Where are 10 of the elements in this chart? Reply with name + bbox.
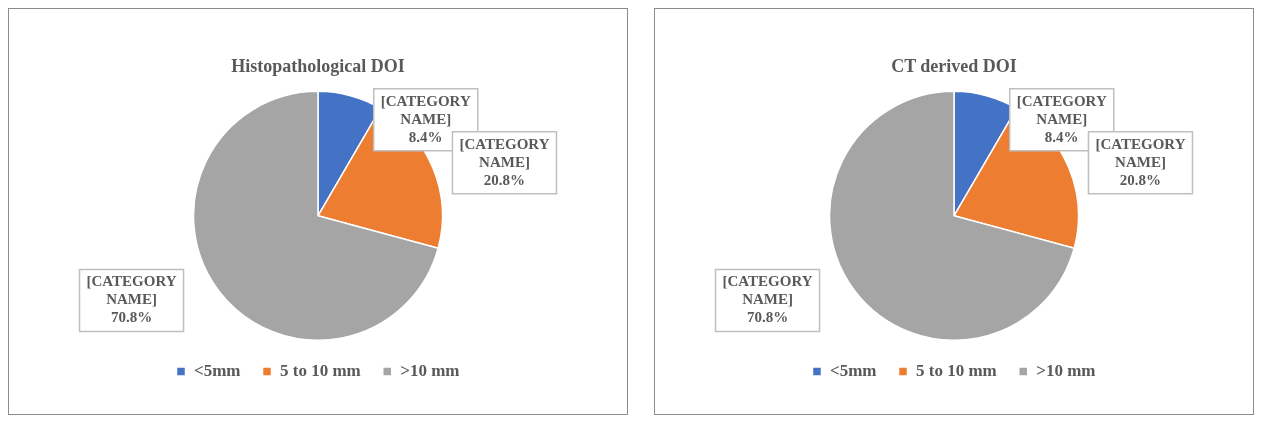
legend-label: 5 to 10 mm bbox=[916, 360, 997, 380]
legend-label: >10 mm bbox=[1036, 360, 1096, 380]
data-label: [CATEGORY NAME] 70.8% bbox=[722, 273, 813, 326]
legend-label: <5mm bbox=[194, 360, 241, 380]
legend-label: >10 mm bbox=[400, 360, 460, 380]
data-label: [CATEGORY NAME] 70.8% bbox=[86, 273, 177, 326]
legend-label: 5 to 10 mm bbox=[280, 360, 361, 380]
legend-label: <5mm bbox=[830, 360, 877, 380]
chart-title: CT derived DOI bbox=[891, 56, 1017, 77]
chart-title: Histopathological DOI bbox=[231, 56, 405, 77]
